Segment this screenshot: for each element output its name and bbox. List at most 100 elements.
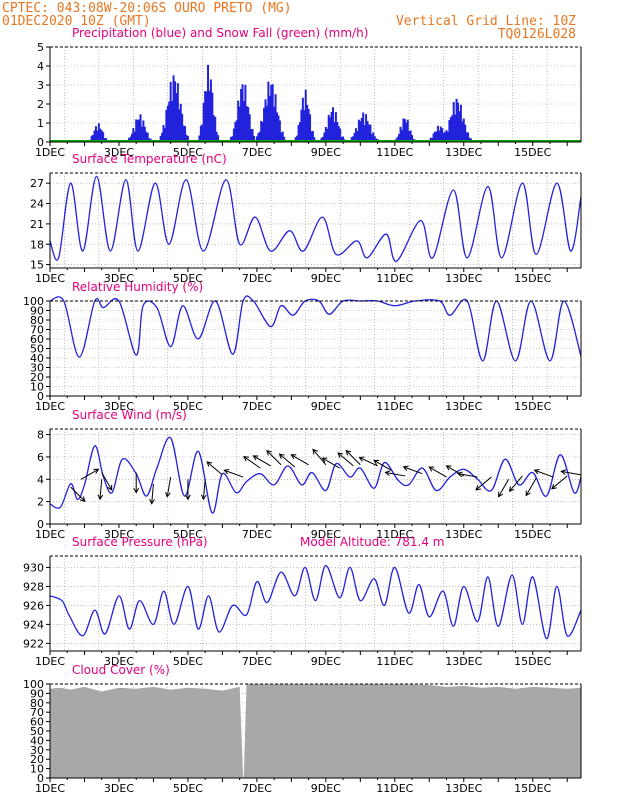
- y-tick-label: 1: [37, 117, 44, 130]
- precip-bar: [429, 137, 432, 142]
- precip-bar: [179, 103, 182, 142]
- wind-arrow-head: [525, 490, 531, 497]
- precip-bar: [336, 122, 339, 142]
- wind-arrow-head: [206, 461, 213, 467]
- header-grid-line: Vertical Grid Line: 10Z: [396, 14, 576, 29]
- precip-bar: [370, 134, 373, 142]
- precip-bar: [283, 136, 286, 142]
- precip-bar: [138, 119, 141, 142]
- precip-bar: [333, 121, 336, 142]
- precip-bar: [298, 122, 301, 142]
- precip-bar: [399, 126, 402, 142]
- x-tick-label: 11DEC: [376, 272, 413, 285]
- wind-arrow-head: [93, 468, 100, 474]
- y-tick-label: 50: [30, 725, 44, 738]
- precip-bar: [185, 134, 188, 142]
- wind-arrow-head: [252, 455, 259, 461]
- y-tick-label: 924: [23, 618, 44, 631]
- precip-bar: [205, 91, 208, 142]
- y-tick-label: 21: [30, 218, 44, 231]
- precip-bar: [237, 100, 240, 142]
- x-tick-label: 9DEC: [311, 528, 341, 541]
- wind-arrow-head: [508, 486, 515, 493]
- wind-series-line: [49, 436, 582, 514]
- precip-bar: [300, 109, 303, 142]
- precip-bar: [323, 132, 326, 142]
- y-tick-label: 50: [30, 343, 44, 356]
- precip-bar: [241, 84, 244, 142]
- wind-arrow-head: [97, 494, 104, 501]
- panel-subtitle: Model Altitude: 781.4 m: [300, 535, 444, 549]
- precip-bar: [260, 120, 263, 142]
- precip-panel: Precipitation (blue) and Snow Fall (gree…: [35, 26, 582, 159]
- wind-arrow: [206, 461, 223, 476]
- precip-bar: [217, 135, 220, 142]
- x-tick-label: 1DEC: [35, 655, 65, 668]
- precip-bar: [280, 132, 283, 142]
- x-tick-label: 5DEC: [173, 528, 203, 541]
- y-tick-label: 2: [37, 98, 44, 111]
- y-tick-label: 4: [37, 60, 44, 73]
- precip-bar: [132, 128, 135, 142]
- precip-bar: [451, 115, 454, 142]
- precip-bar: [309, 114, 312, 142]
- panel-title: Cloud Cover (%): [72, 663, 170, 677]
- wind-arrow: [291, 454, 309, 466]
- precip-bar: [294, 137, 297, 142]
- x-tick-label: 3DEC: [104, 782, 134, 795]
- wind-arrow: [266, 450, 282, 466]
- precip-bar: [464, 124, 467, 142]
- wind-arrow-head: [475, 485, 482, 491]
- y-tick-label: 15: [30, 259, 44, 272]
- precip-bar: [459, 104, 462, 142]
- pres-panel: Surface Pressure (hPa) Model Altitude: 78…: [23, 535, 582, 668]
- precip-bar: [267, 81, 270, 142]
- precip-bar: [209, 79, 212, 142]
- precip-bar: [356, 131, 359, 142]
- wind-arrow: [70, 486, 86, 502]
- y-tick-label: 3: [37, 79, 44, 92]
- precip-bar: [201, 124, 204, 142]
- x-tick-label: 13DEC: [445, 400, 482, 413]
- y-tick-label: 90: [30, 687, 44, 700]
- precip-bar: [172, 75, 175, 142]
- precip-bar: [402, 118, 405, 142]
- x-tick-label: 7DEC: [242, 528, 272, 541]
- y-tick-label: 5: [37, 41, 44, 54]
- precip-bar: [405, 122, 408, 142]
- x-tick-label: 1DEC: [35, 400, 65, 413]
- precip-bar: [159, 136, 162, 142]
- y-tick-label: 18: [30, 238, 44, 251]
- precip-bar: [244, 84, 247, 142]
- precip-bar: [465, 132, 468, 142]
- precip-bar: [169, 81, 172, 142]
- precip-bar: [432, 133, 435, 142]
- precip-bar: [270, 84, 273, 142]
- cloud-cover-area: [50, 684, 581, 778]
- precip-bar: [247, 107, 250, 142]
- temp-series-line: [49, 175, 582, 262]
- precip-bar: [178, 109, 181, 142]
- y-tick-label: 20: [30, 371, 44, 384]
- precip-bar: [441, 128, 444, 142]
- precip-bar: [94, 126, 97, 142]
- wind-arrow-head: [533, 468, 540, 475]
- precip-bar: [303, 110, 306, 142]
- precip-bar: [408, 130, 411, 142]
- wind-arrow-head: [79, 496, 86, 502]
- x-tick-label: 11DEC: [376, 655, 413, 668]
- x-tick-label: 3DEC: [104, 655, 134, 668]
- wind-arrow: [428, 466, 447, 478]
- precip-bar: [313, 137, 316, 142]
- precip-bar: [143, 126, 146, 142]
- wind-arrow-head: [266, 449, 272, 456]
- wind-arrow: [279, 453, 296, 468]
- precip-bar: [142, 120, 145, 142]
- precip-bar: [250, 129, 253, 142]
- y-tick-label: 60: [30, 333, 44, 346]
- precip-bar: [320, 137, 323, 142]
- precip-bar: [97, 123, 100, 142]
- y-tick-label: 70: [30, 706, 44, 719]
- precip-bar: [366, 121, 369, 142]
